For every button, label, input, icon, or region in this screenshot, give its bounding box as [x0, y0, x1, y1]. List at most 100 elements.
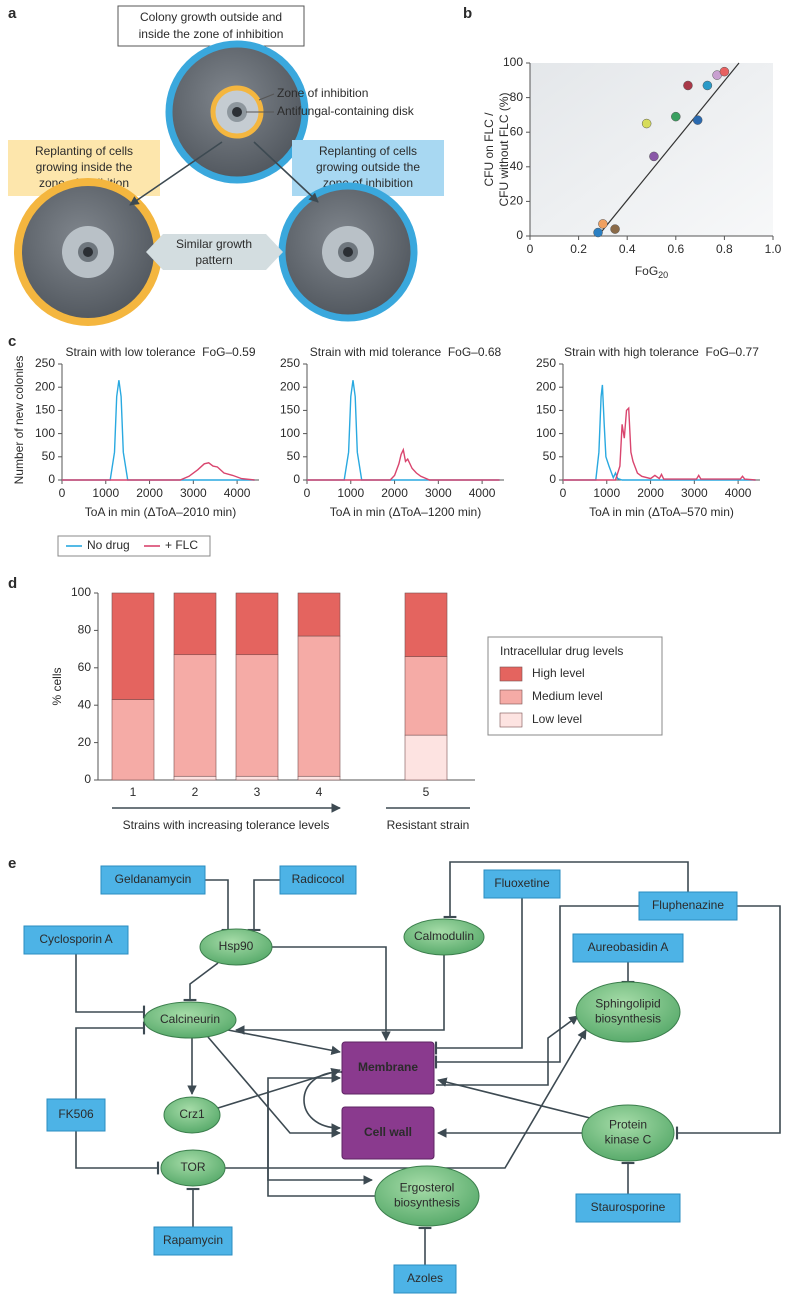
edge [183, 962, 219, 1002]
inhibitor-box [100, 865, 206, 895]
y-tick-label: 0 [516, 228, 523, 242]
line [307, 380, 500, 481]
legend-label: High level [532, 666, 585, 680]
x-tick-label: 1000 [593, 486, 620, 500]
bar-segment [235, 775, 279, 781]
point [683, 80, 693, 91]
x-tick-label: 1 [130, 785, 137, 799]
bar-segment [404, 656, 448, 736]
x-tick-label: 2 [192, 785, 199, 799]
x-axis-label: ToA in min (ΔToA–1200 min) [330, 505, 481, 519]
edge [247, 879, 280, 932]
pathway-label: biosynthesis [394, 1196, 460, 1210]
component-box [341, 1106, 435, 1160]
pathway-node [199, 928, 273, 966]
pathway-node [163, 1096, 221, 1134]
y-tick-label: 250 [536, 356, 556, 370]
y-tick-label: 20 [78, 735, 92, 749]
legend-swatch [499, 712, 523, 728]
panel-label: b [463, 5, 472, 22]
similar-box [146, 234, 283, 270]
edge [225, 1029, 587, 1169]
y-tick-label: 150 [280, 403, 300, 417]
x-tick-label: 0 [304, 486, 311, 500]
legend-swatch [499, 689, 523, 705]
panel-a: Colony growth outside and inside the zon… [8, 5, 444, 326]
edge [75, 1131, 160, 1175]
legend-box [57, 535, 211, 557]
top-box-text: inside the zone of inhibition [139, 27, 284, 41]
x-axis-label: ToA in min (ΔToA–570 min) [589, 505, 734, 519]
x-tick-label: 2000 [637, 486, 664, 500]
edge [437, 1077, 591, 1119]
pathway-node [160, 1149, 226, 1187]
y-axis-label: CFU without FLC (%) [497, 92, 511, 206]
arrow [129, 141, 223, 206]
pathway-label: Hsp90 [219, 939, 254, 953]
x-tick-label: 0.8 [716, 242, 733, 256]
bar-segment [235, 654, 279, 777]
y-tick-label: 200 [280, 379, 300, 393]
y-axis-label: Number of new colonies [12, 356, 26, 485]
outside-box-text: growing outside the [316, 160, 420, 174]
pathway-label: Sphingolipid [595, 997, 660, 1011]
line [62, 380, 255, 481]
pathway-label: Protein [609, 1118, 647, 1132]
y-tick-label: 250 [35, 356, 55, 370]
y-tick-label: 100 [536, 426, 556, 440]
point [719, 66, 730, 77]
panel-label: e [8, 855, 16, 872]
y-tick-label: 80 [510, 90, 524, 104]
chart-title: Strain with low tolerance FoG–0.59 [65, 345, 255, 359]
legend-swatch [499, 666, 523, 682]
y-tick-label: 0 [293, 472, 300, 486]
x-axis-label-main: FoG [635, 264, 658, 278]
disk [343, 247, 353, 257]
x-tick-label: 2000 [136, 486, 163, 500]
edge [443, 861, 689, 919]
line [307, 447, 500, 481]
chart-title: Strain with high tolerance FoG–0.77 [564, 345, 759, 359]
disk [83, 247, 93, 257]
x-tick-label: 4000 [725, 486, 752, 500]
edge [272, 946, 391, 1041]
x-tick-label: 1000 [92, 486, 119, 500]
y-tick-label: 0 [48, 472, 55, 486]
x-tick-label: 0.4 [619, 242, 636, 256]
y-tick-label: 40 [78, 697, 92, 711]
y-axis-label: % cells [50, 667, 64, 705]
x-tick-label: 4000 [469, 486, 496, 500]
y-tick-label: 100 [35, 426, 55, 440]
x-tick-label: 0.6 [667, 242, 684, 256]
pathway-node [575, 981, 681, 1043]
y-tick-label: 0 [549, 472, 556, 486]
edge [267, 1090, 373, 1185]
inhibitor-box [572, 933, 684, 963]
top-box-text: Colony growth outside and [140, 10, 282, 24]
component-label: Cell wall [364, 1125, 412, 1139]
component-box [341, 1041, 435, 1095]
x-tick-label: 1000 [337, 486, 364, 500]
x-tick-label: 2000 [381, 486, 408, 500]
edge [205, 879, 235, 932]
arrow [253, 141, 319, 203]
x-tick-label: 3000 [180, 486, 207, 500]
pathway-label: Crz1 [179, 1107, 205, 1121]
line [563, 406, 756, 481]
pathway-label: Calmodulin [414, 929, 474, 943]
panel-label: c [8, 333, 16, 350]
x-tick-label: 1.0 [765, 242, 782, 256]
x-axis-label-sub: 20 [658, 270, 668, 280]
edge [436, 1015, 579, 1086]
y-tick-label: 100 [71, 585, 91, 599]
inhibitor-box [483, 869, 561, 899]
y-tick-label: 0 [84, 772, 91, 786]
edge [434, 905, 640, 1069]
inside-box-text: growing inside the [36, 160, 133, 174]
similar-box-text: Similar growth [176, 237, 252, 251]
similar-box-text: pattern [195, 253, 232, 267]
inhibitor-box [279, 865, 357, 895]
x-tick-label: 3 [254, 785, 261, 799]
y-tick-label: 200 [536, 379, 556, 393]
